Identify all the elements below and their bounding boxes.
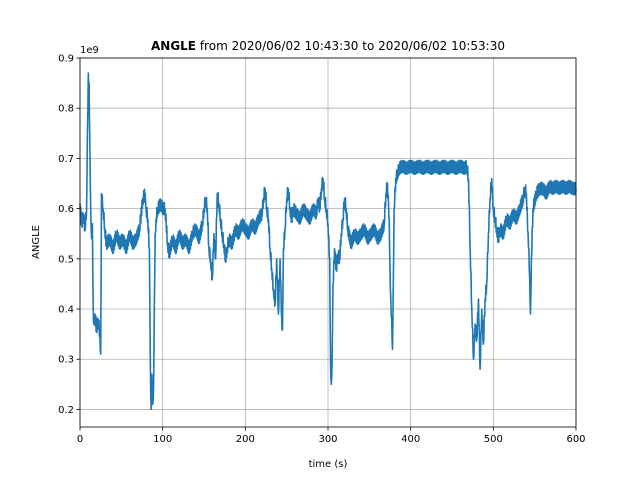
x-tick-label: 400: [401, 434, 420, 445]
x-axis-label: time (s): [309, 459, 348, 470]
x-tick-label: 0: [77, 434, 83, 445]
y-tick-label: 0.8: [58, 104, 74, 115]
y-tick-label: 0.9: [58, 54, 74, 65]
y-tick-label: 0.4: [58, 305, 74, 316]
y-offset-text: 1e9: [80, 45, 99, 56]
chart-title: ANGLE from 2020/06/02 10:43:30 to 2020/0…: [151, 39, 505, 53]
y-tick-label: 0.7: [58, 154, 74, 165]
axis-ticks: 0 100 200 300 400 500 600 0.2 0.3 0.4 0.5 0.6 0.7 0.8…: [58, 54, 585, 446]
chart-title-bold: ANGLE: [151, 39, 196, 53]
x-tick-label: 100: [153, 434, 172, 445]
chart-title-rest: from 2020/06/02 10:43:30 to 2020/06/02 1…: [196, 39, 505, 53]
angle-series-line: [79, 72, 577, 411]
y-tick-label: 0.2: [58, 405, 74, 416]
x-tick-label: 600: [566, 434, 585, 445]
x-tick-label: 300: [318, 434, 337, 445]
y-tick-label: 0.6: [58, 204, 74, 215]
x-tick-label: 200: [236, 434, 255, 445]
series-layer: [79, 72, 577, 411]
x-tick-label: 500: [484, 434, 503, 445]
y-tick-label: 0.3: [58, 355, 74, 366]
y-tick-label: 0.5: [58, 254, 74, 265]
y-axis-label: ANGLE: [31, 225, 42, 259]
